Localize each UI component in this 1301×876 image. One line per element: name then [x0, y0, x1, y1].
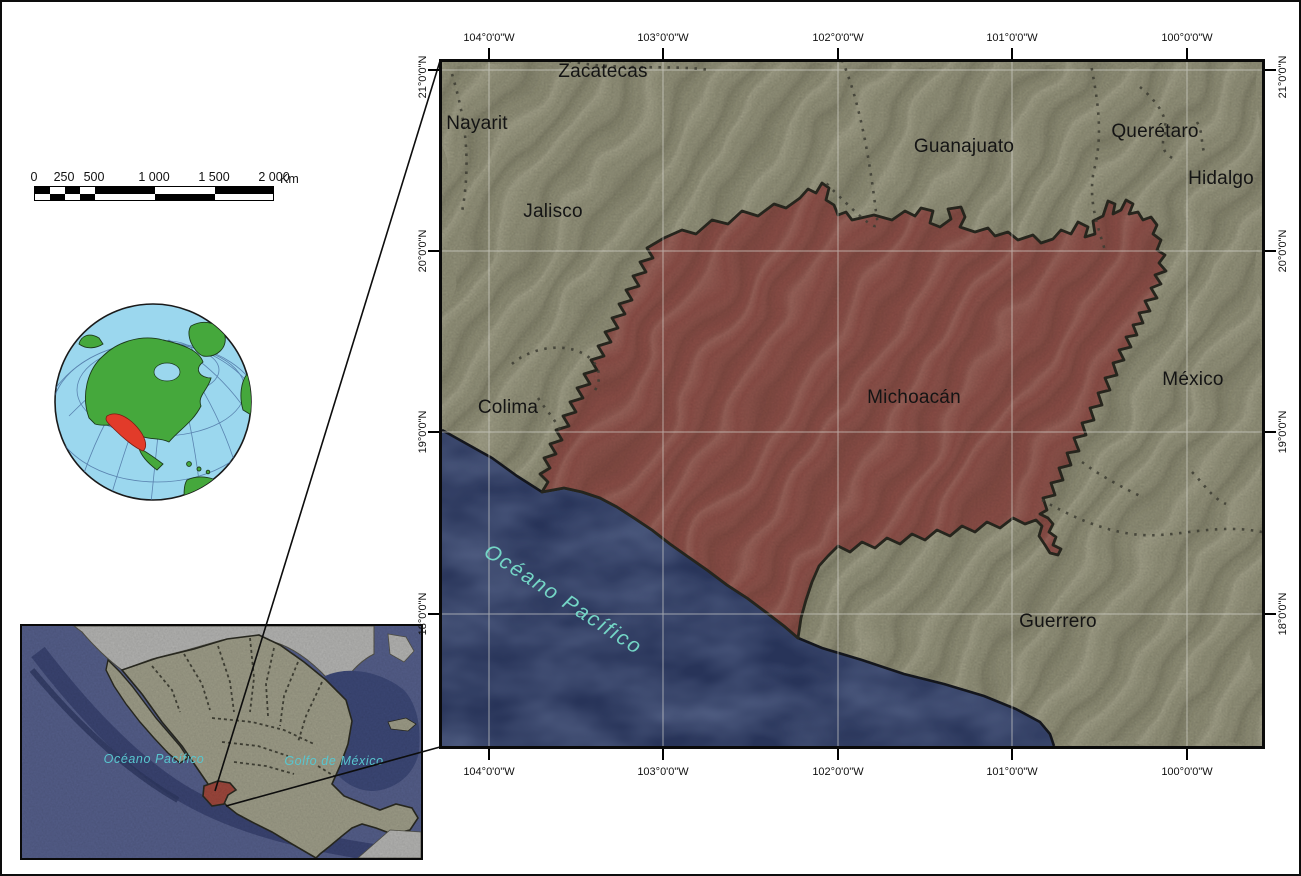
scale-bar-graphic — [34, 186, 274, 201]
axis-lon-bottom: 100°0'0"W — [1161, 766, 1213, 778]
axis-lon-top: 100°0'0"W — [1161, 32, 1213, 44]
globe-locator — [51, 300, 255, 504]
label-nayarit: Nayarit — [446, 113, 508, 134]
main-map-graphic — [442, 62, 1262, 746]
label-colima: Colima — [477, 397, 539, 418]
inset-graphic — [22, 625, 422, 863]
globe-graphic — [54, 303, 252, 501]
scale-bar-unit: Km — [280, 172, 299, 186]
axis-lat-right: 21°0'0"N — [1277, 55, 1289, 99]
label-mexico: México — [1162, 369, 1224, 390]
label-guerrero: Guerrero — [1019, 611, 1097, 632]
axis-lat-right: 19°0'0"N — [1277, 410, 1289, 454]
scale-tick-label: 1 500 — [198, 170, 230, 184]
inset-gulf-of-mexico-label: Golfo de México — [284, 754, 384, 768]
axis-lon-top: 103°0'0"W — [637, 32, 689, 44]
axis-lon-bottom: 103°0'0"W — [637, 766, 689, 778]
main-map: Zacatecas Nayarit Jalisco Guanajuato Que… — [439, 59, 1265, 749]
globe-mexico-highlight — [105, 413, 146, 452]
axis-lat-left: 21°0'0"N — [417, 55, 429, 99]
axis-lon-top: 104°0'0"W — [463, 32, 515, 44]
scale-tick-label: 250 — [53, 170, 75, 184]
label-jalisco: Jalisco — [523, 201, 583, 222]
mexico-inset-map: Océano Pacífico Golfo de México — [20, 624, 423, 863]
label-queretaro: Querétaro — [1111, 121, 1199, 142]
label-guanajuato: Guanajuato — [913, 136, 1015, 157]
globe-south-america — [183, 476, 238, 500]
inset-pacific-ocean-label: Océano Pacífico — [103, 752, 205, 766]
axis-lon-top: 101°0'0"W — [986, 32, 1038, 44]
axis-lon-top: 102°0'0"W — [812, 32, 864, 44]
graticule-grid — [442, 62, 1262, 746]
scale-tick-label: 500 — [83, 170, 105, 184]
scale-tick-label: 0 — [30, 170, 38, 184]
axis-lat-right: 18°0'0"N — [1277, 592, 1289, 636]
label-hidalgo: Hidalgo — [1188, 168, 1254, 189]
axis-lon-bottom: 102°0'0"W — [812, 766, 864, 778]
label-zacatecas: Zacatecas — [558, 61, 648, 82]
state-boundaries-dotted — [450, 62, 1262, 537]
axis-lon-bottom: 104°0'0"W — [463, 766, 515, 778]
scale-bar-labels: 0 250 500 1 000 1 500 2 000 — [30, 170, 304, 186]
axis-lon-bottom: 101°0'0"W — [986, 766, 1038, 778]
axis-lat-right: 20°0'0"N — [1277, 229, 1289, 273]
scale-tick-label: 1 000 — [138, 170, 170, 184]
scale-bar: 0 250 500 1 000 1 500 2 000 Km — [30, 170, 304, 201]
label-michoacan: Michoacán — [867, 387, 961, 408]
